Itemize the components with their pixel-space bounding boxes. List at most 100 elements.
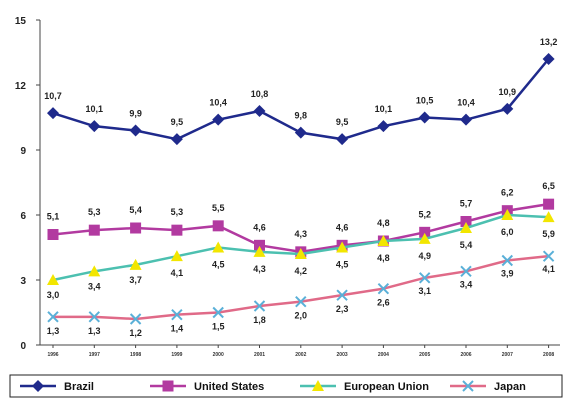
data-label: 5,4 bbox=[460, 240, 473, 250]
data-label: 6,0 bbox=[501, 227, 514, 237]
data-point bbox=[212, 220, 224, 232]
data-point bbox=[130, 222, 142, 234]
data-point bbox=[377, 120, 390, 133]
data-label: 4,1 bbox=[542, 264, 555, 274]
data-label: 6,2 bbox=[501, 188, 514, 198]
data-label: 1,5 bbox=[212, 322, 225, 332]
data-point bbox=[47, 107, 59, 120]
data-label: 9,8 bbox=[295, 111, 308, 121]
data-point bbox=[418, 272, 431, 284]
data-point bbox=[212, 241, 225, 253]
x-tick-label: 2006 bbox=[460, 352, 471, 358]
legend-box bbox=[9, 374, 563, 398]
data-label: 2,6 bbox=[377, 298, 390, 308]
data-point bbox=[47, 274, 59, 285]
data-point bbox=[460, 113, 472, 126]
x-tick-label: 1996 bbox=[47, 352, 58, 358]
data-label: 4,9 bbox=[418, 251, 431, 261]
data-label: 4,8 bbox=[377, 218, 390, 228]
series-brazil: 10,7 10,1 9,9 9,5 10,4 10,8 9,8 9,5 10,1 10,5 10,4… bbox=[44, 37, 557, 146]
data-point bbox=[295, 295, 307, 308]
data-label: 4,8 bbox=[377, 253, 390, 263]
legend-label: United States bbox=[194, 381, 264, 393]
data-label: 4,6 bbox=[336, 222, 349, 232]
x-tick-label: 2004 bbox=[378, 352, 389, 358]
y-tick-label: 3 bbox=[20, 276, 26, 287]
x-tick-label: 2008 bbox=[543, 352, 554, 358]
data-label: 1,3 bbox=[88, 326, 101, 336]
data-label: 4,5 bbox=[336, 260, 349, 270]
data-label: 4,6 bbox=[253, 222, 266, 232]
x-tick-label: 1999 bbox=[171, 352, 182, 358]
data-point bbox=[336, 133, 349, 146]
data-label: 4,1 bbox=[171, 268, 184, 278]
data-label: 4,5 bbox=[212, 260, 225, 270]
legend-label: Japan bbox=[494, 381, 526, 393]
data-label: 5,4 bbox=[129, 205, 142, 215]
x-tick-label: 2003 bbox=[337, 352, 348, 358]
data-point bbox=[170, 250, 183, 262]
data-label: 3,1 bbox=[418, 286, 431, 296]
data-point bbox=[336, 241, 349, 253]
data-label: 3,9 bbox=[501, 269, 514, 279]
data-label: 10,8 bbox=[251, 89, 269, 99]
series-european-union: 3,0 3,4 3,7 4,1 4,5 4,3 4,2 4,5 4,8 4,9 5,4 6,0 5,9 bbox=[47, 209, 555, 300]
data-label: 3,4 bbox=[460, 279, 473, 289]
x-tick-label: 2000 bbox=[213, 352, 224, 358]
legend-marker bbox=[462, 380, 474, 392]
data-label: 9,9 bbox=[129, 109, 142, 119]
legend-item-european-union: European Union bbox=[300, 380, 429, 393]
y-tick-label: 6 bbox=[20, 211, 26, 222]
data-label: 9,5 bbox=[171, 117, 184, 127]
data-label: 2,0 bbox=[295, 311, 308, 321]
data-point bbox=[418, 232, 431, 244]
x-tick-labels: 1996 1997 1998 1999 2000 2001 2002 2003 2004 2005… bbox=[47, 352, 554, 358]
data-point bbox=[171, 224, 183, 236]
data-point bbox=[212, 113, 225, 126]
legend-label: European Union bbox=[344, 381, 429, 393]
legend-item-united-states: United States bbox=[150, 380, 264, 393]
data-point bbox=[501, 254, 514, 267]
x-tick-label: 2007 bbox=[502, 352, 513, 358]
data-label: 5,3 bbox=[171, 207, 184, 217]
data-label: 10,1 bbox=[86, 104, 104, 114]
x-tick-label: 1997 bbox=[89, 352, 100, 358]
data-label: 10,1 bbox=[375, 104, 393, 114]
data-point bbox=[460, 265, 472, 278]
data-label: 3,7 bbox=[129, 275, 142, 285]
x-tick-label: 2001 bbox=[254, 352, 265, 358]
y-tick-label: 0 bbox=[20, 341, 26, 352]
data-label: 1,3 bbox=[47, 326, 60, 336]
y-tick-label: 9 bbox=[20, 146, 26, 157]
data-point bbox=[294, 248, 307, 259]
data-label: 9,5 bbox=[336, 117, 349, 127]
data-point bbox=[294, 126, 307, 139]
data-label: 5,3 bbox=[88, 207, 101, 217]
legend-marker bbox=[32, 380, 44, 392]
data-point bbox=[542, 250, 555, 262]
data-point bbox=[418, 111, 431, 124]
data-label: 10,5 bbox=[416, 96, 434, 106]
data-point bbox=[460, 222, 472, 233]
data-label: 4,3 bbox=[295, 229, 308, 239]
data-point bbox=[377, 235, 390, 246]
data-label: 6,5 bbox=[542, 181, 555, 191]
data-point bbox=[88, 311, 101, 323]
data-point bbox=[542, 211, 555, 223]
series-japan: 1,3 1,3 1,2 1,4 1,5 1,8 2,0 2,3 2,6 3,1 3,4 3,9 4,1 bbox=[47, 250, 555, 338]
data-point bbox=[460, 216, 472, 227]
chart-axes bbox=[36, 19, 560, 348]
data-point bbox=[47, 229, 59, 240]
data-point bbox=[542, 53, 555, 65]
y-tick-label: 12 bbox=[15, 81, 27, 92]
data-label: 10,4 bbox=[457, 98, 475, 108]
data-label: 2,3 bbox=[336, 304, 349, 314]
data-label: 3,4 bbox=[88, 281, 101, 291]
data-point bbox=[129, 313, 142, 325]
data-label: 5,9 bbox=[542, 229, 555, 239]
data-label: 1,8 bbox=[253, 315, 266, 325]
legend-marker bbox=[162, 380, 174, 392]
data-label: 5,1 bbox=[47, 212, 60, 222]
data-point bbox=[377, 282, 390, 295]
